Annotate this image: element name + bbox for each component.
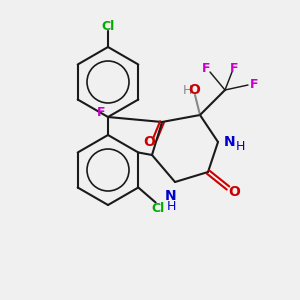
Text: F: F: [230, 61, 238, 74]
Text: N: N: [165, 189, 177, 203]
Text: Cl: Cl: [101, 20, 115, 34]
Text: H: H: [235, 140, 245, 154]
Text: F: F: [250, 79, 258, 92]
Text: O: O: [143, 135, 155, 149]
Text: O: O: [228, 185, 240, 199]
Text: H: H: [166, 200, 176, 212]
Text: F: F: [97, 106, 105, 119]
Text: H: H: [182, 83, 192, 97]
Text: N: N: [224, 135, 236, 149]
Text: O: O: [188, 83, 200, 97]
Text: Cl: Cl: [151, 202, 164, 215]
Text: F: F: [202, 61, 210, 74]
